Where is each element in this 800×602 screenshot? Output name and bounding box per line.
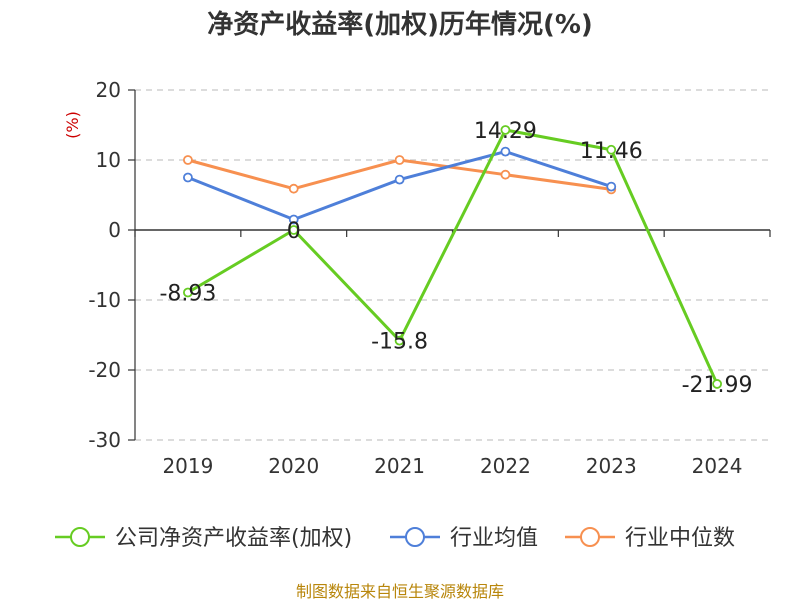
data-point	[394, 335, 405, 346]
legend-label: 行业中位数	[625, 526, 735, 551]
x-tick-label: 2021	[374, 454, 425, 478]
data-point	[712, 379, 722, 389]
data-labels: -8.93 0 -15.8 14.29 11.46 -21.99	[159, 119, 752, 398]
y-unit-label: (%)	[63, 111, 82, 139]
data-point	[183, 155, 193, 165]
chart-title: 净资产收益率(加权)历年情况(%)	[207, 10, 593, 40]
data-point	[394, 174, 405, 185]
data-point	[288, 183, 299, 194]
data-point	[500, 169, 511, 180]
x-tick-label: 2023	[586, 454, 637, 478]
data-point	[606, 181, 617, 192]
y-tick-label: 20	[96, 78, 121, 102]
x-tick-label: 2020	[268, 454, 319, 478]
x-tick-label: 2019	[162, 454, 213, 478]
y-tick-label: 0	[108, 218, 121, 242]
legend-marker	[70, 527, 90, 547]
legend: 公司净资产收益率(加权) 行业均值 行业中位数	[55, 526, 735, 551]
data-point	[500, 146, 511, 157]
grid-lines	[135, 89, 770, 441]
data-label: -8.93	[159, 282, 216, 307]
data-label: 11.46	[580, 139, 643, 164]
data-point	[288, 214, 299, 225]
series-line-0	[187, 128, 719, 385]
source-note: 制图数据来自恒生聚源数据库	[295, 582, 504, 601]
data-label: -21.99	[682, 373, 753, 398]
axes: 20 10 0 -10 -20 -30 2019 2020 2021 2022 2023 2024	[88, 78, 771, 478]
x-tick-label: 2024	[692, 454, 743, 478]
legend-marker	[405, 527, 425, 547]
data-label: 0	[287, 219, 301, 244]
data-label: 14.29	[474, 119, 537, 144]
y-tick-label: -10	[88, 288, 121, 312]
data-label: -15.8	[371, 330, 428, 355]
y-tick-label: 10	[96, 148, 121, 172]
data-point	[183, 287, 193, 298]
data-point	[606, 144, 617, 155]
data-point	[500, 125, 511, 135]
legend-marker	[580, 527, 600, 547]
data-point	[394, 155, 405, 165]
x-tick-label: 2022	[480, 454, 531, 478]
legend-label: 行业均值	[450, 526, 538, 551]
y-tick-label: -20	[88, 358, 121, 382]
series-lines	[183, 125, 722, 389]
y-tick-label: -30	[88, 428, 121, 452]
legend-label: 公司净资产收益率(加权)	[115, 526, 352, 551]
data-point	[183, 172, 193, 183]
data-point	[288, 225, 299, 235]
